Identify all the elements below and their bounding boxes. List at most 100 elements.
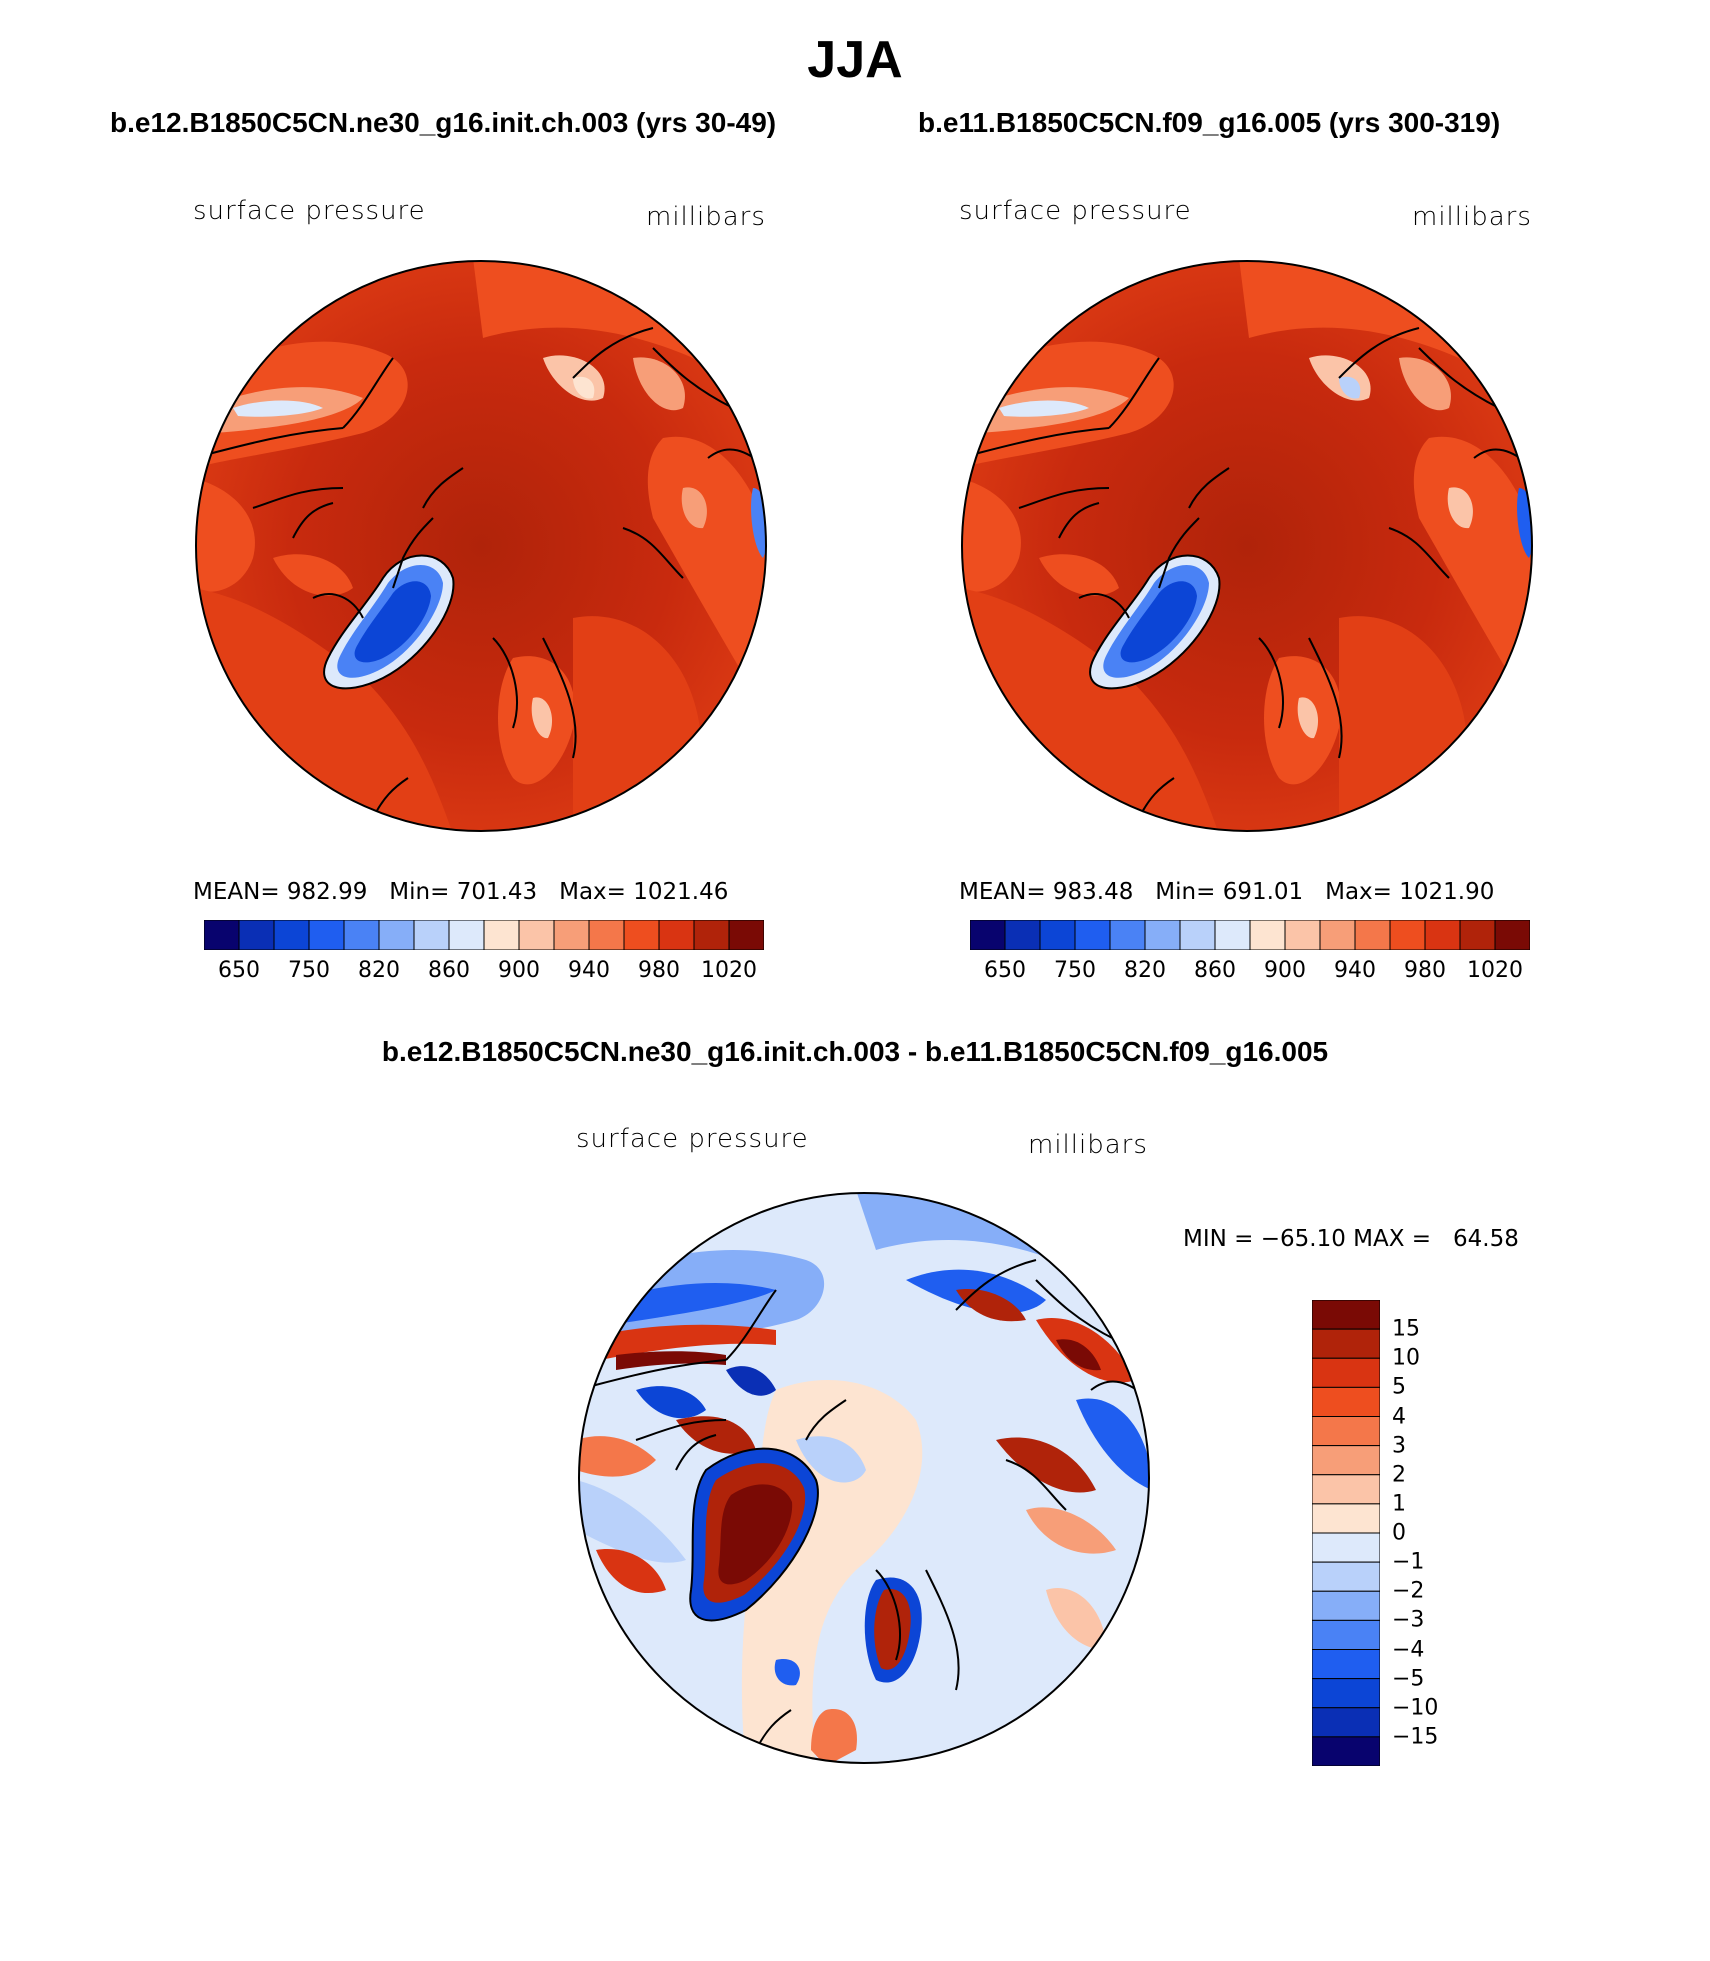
difference-polar-map [578, 1192, 1150, 1764]
colorbar-difference-swatch [1311, 1736, 1381, 1767]
colorbar-left-swatch [728, 919, 765, 951]
colorbar-right-swatch [1144, 919, 1181, 951]
colorbar-difference-swatch [1311, 1561, 1381, 1592]
colorbar-left-tick-label: 940 [568, 958, 610, 983]
colorbar-right-tick-label: 750 [1054, 958, 1096, 983]
colorbar-right-swatch [1424, 919, 1461, 951]
colorbar-difference-labels: 15 10 5 4 3 2 1 0 −1 −2 −3 −4 −5 −10 −15 [1392, 1300, 1472, 1766]
colorbar-left-tick-label: 750 [288, 958, 330, 983]
colorbar-right-tick-label: 860 [1194, 958, 1236, 983]
colorbar-left-swatch [588, 919, 625, 951]
colorbar-right-swatch [1284, 919, 1321, 951]
colorbar-difference-swatch [1311, 1328, 1381, 1359]
colorbar-right-swatch [1109, 919, 1146, 951]
colorbar-difference-swatch [1311, 1503, 1381, 1534]
colorbar-right [969, 919, 1531, 955]
colorbar-difference-tick-label: 1 [1392, 1491, 1406, 1517]
colorbar-difference-tick-label: 5 [1392, 1374, 1406, 1400]
difference-minmax: MIN = −65.10 MAX = 64.58 [1183, 1226, 1519, 1252]
colorbar-left-swatch [448, 919, 485, 951]
colorbar-right-tick-label: 940 [1334, 958, 1376, 983]
colorbar-difference [1311, 1299, 1381, 1771]
colorbar-difference-tick-label: 15 [1392, 1316, 1420, 1342]
colorbar-difference-tick-label: −2 [1392, 1578, 1425, 1604]
colorbar-difference-tick-label: 10 [1392, 1345, 1420, 1371]
colorbar-left-swatch [518, 919, 555, 951]
colorbar-left-tick-label: 860 [428, 958, 470, 983]
colorbar-difference-swatch [1311, 1678, 1381, 1709]
colorbar-left-swatches [203, 919, 765, 951]
panel-left-case-title: b.e12.B1850C5CN.ne30_g16.init.ch.003 (yr… [110, 107, 777, 138]
colorbar-difference-swatch [1311, 1649, 1381, 1680]
colorbar-right-swatch [1389, 919, 1426, 951]
difference-units: millibars [1028, 1130, 1148, 1160]
colorbar-difference-tick-label: 3 [1392, 1433, 1406, 1459]
colorbar-left-swatch [623, 919, 660, 951]
colorbar-left-tick-label: 820 [358, 958, 400, 983]
colorbar-right-swatch [1354, 919, 1391, 951]
colorbar-right-tick-label: 1020 [1467, 958, 1523, 983]
panel-right-polar-map [961, 260, 1533, 832]
colorbar-left-swatch [693, 919, 730, 951]
colorbar-right-swatch [1004, 919, 1041, 951]
colorbar-left-tick-label: 980 [638, 958, 680, 983]
panel-right-units: millibars [1412, 202, 1532, 232]
colorbar-left-tick-label: 650 [218, 958, 260, 983]
colorbar-right-tick-label: 900 [1264, 958, 1306, 983]
colorbar-difference-swatch [1311, 1707, 1381, 1738]
colorbar-left-swatch [658, 919, 695, 951]
colorbar-difference-tick-label: 0 [1392, 1520, 1406, 1546]
colorbar-difference-tick-label: −5 [1392, 1666, 1425, 1692]
colorbar-difference-tick-label: 4 [1392, 1404, 1406, 1429]
panel-right-case-title: b.e11.B1850C5CN.f09_g16.005 (yrs 300-319… [918, 107, 1501, 138]
colorbar-left-swatch [273, 919, 310, 951]
colorbar-left-swatch [343, 919, 380, 951]
colorbar-difference-swatch [1311, 1532, 1381, 1563]
colorbar-right-swatch [1459, 919, 1496, 951]
colorbar-difference-swatch [1311, 1619, 1381, 1650]
colorbar-difference-swatch [1311, 1474, 1381, 1505]
colorbar-right-tick-label: 820 [1124, 958, 1166, 983]
colorbar-difference-swatch [1311, 1416, 1381, 1447]
colorbar-right-swatch [1074, 919, 1111, 951]
panel-right-variable: surface pressure [959, 196, 1192, 226]
colorbar-left-swatch [203, 919, 240, 951]
colorbar-difference-swatch [1311, 1445, 1381, 1476]
panel-left-units: millibars [646, 202, 766, 232]
colorbar-left-swatch [483, 919, 520, 951]
colorbar-difference-tick-label: −3 [1392, 1607, 1425, 1633]
colorbar-right-tick-label: 650 [984, 958, 1026, 983]
colorbar-right-tick-label: 980 [1404, 958, 1446, 983]
colorbar-left-labels: 650 750 820 860 900 940 980 1020 [204, 958, 764, 988]
difference-variable: surface pressure [576, 1124, 809, 1154]
panel-right-stats: MEAN= 983.48 Min= 691.01 Max= 1021.90 [959, 879, 1495, 905]
panel-left-stats: MEAN= 982.99 Min= 701.43 Max= 1021.46 [193, 879, 729, 905]
colorbar-right-swatch [969, 919, 1006, 951]
colorbar-difference-swatch [1311, 1590, 1381, 1621]
colorbar-left-tick-label: 900 [498, 958, 540, 983]
colorbar-left-swatch [238, 919, 275, 951]
colorbar-left-swatch [378, 919, 415, 951]
colorbar-difference-tick-label: 2 [1392, 1462, 1406, 1488]
colorbar-difference-tick-label: −1 [1392, 1549, 1425, 1575]
colorbar-difference-swatch [1311, 1299, 1381, 1330]
colorbar-right-swatch [1249, 919, 1286, 951]
figure-title: JJA [807, 31, 903, 89]
colorbar-left-swatch [308, 919, 345, 951]
colorbar-right-labels: 650 750 820 860 900 940 980 1020 [970, 958, 1530, 988]
panel-left-polar-map [195, 260, 767, 832]
colorbar-right-swatch [1319, 919, 1356, 951]
colorbar-right-swatch [1494, 919, 1531, 951]
colorbar-right-swatch [1179, 919, 1216, 951]
colorbar-left-swatch [413, 919, 450, 951]
colorbar-difference-tick-label: −15 [1392, 1724, 1439, 1750]
colorbar-difference-tick-label: −10 [1392, 1695, 1439, 1721]
colorbar-left [203, 919, 765, 955]
colorbar-right-swatch [1039, 919, 1076, 951]
colorbar-left-swatch [553, 919, 590, 951]
colorbar-difference-swatch [1311, 1357, 1381, 1388]
colorbar-difference-swatch [1311, 1386, 1381, 1417]
difference-title: b.e12.B1850C5CN.ne30_g16.init.ch.003 - b… [381, 1036, 1329, 1067]
colorbar-difference-tick-label: −4 [1392, 1637, 1425, 1662]
colorbar-left-tick-label: 1020 [701, 958, 757, 983]
